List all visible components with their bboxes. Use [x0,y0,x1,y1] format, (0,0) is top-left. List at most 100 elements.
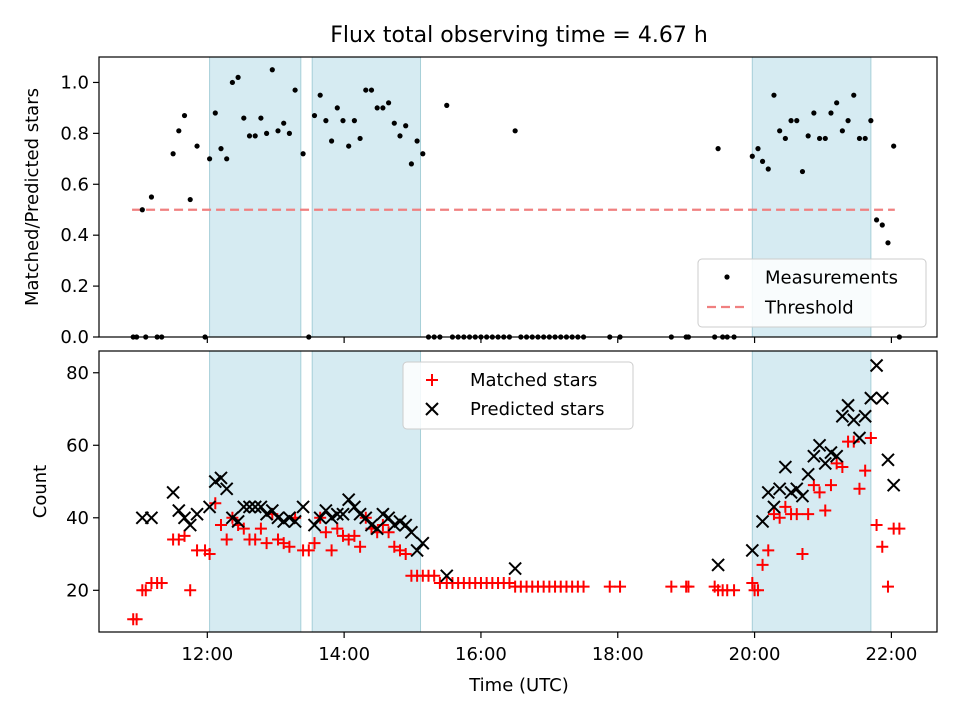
top-legend-box [697,258,927,328]
matched-point [751,584,764,597]
matched-point [836,461,849,474]
matched-point [155,577,168,590]
matched-point [308,537,321,550]
data-point [811,110,817,116]
predicted-point [265,503,280,518]
matched-point [853,482,866,495]
matched-point [881,580,894,593]
predicted-point [370,521,384,536]
data-point [246,133,253,139]
predicted-point [869,358,884,373]
matched-point [325,544,338,557]
bottom-axes-frame [98,350,938,633]
matched-point [249,533,262,546]
data-point [346,143,352,149]
data-point [794,118,800,124]
bottom-series-matched [127,432,906,626]
data-point [868,118,874,124]
predicted-point [381,511,396,525]
data-point [839,128,845,134]
x-tick-label: 16:00 [455,644,507,665]
matched-point [603,580,616,593]
matched-point [762,544,775,557]
y-tick-label: 0.4 [60,225,89,246]
matched-point [665,580,678,593]
matched-point [331,522,344,535]
data-point [759,158,766,164]
y-tick-label: 0.8 [60,123,89,144]
predicted-point [296,500,310,514]
data-point [891,143,897,149]
predicted-point [330,507,344,521]
data-point [363,87,369,93]
matched-point [178,529,191,542]
predicted-point [219,482,234,496]
predicted-point [440,569,454,583]
matched-point [283,540,296,553]
data-point [357,135,363,142]
predicted-point [801,467,815,481]
data-point [351,118,357,124]
predicted-point [248,500,262,514]
matched-point [728,584,741,597]
data-point [799,168,806,175]
data-point [444,102,450,108]
predicted-point [177,511,192,525]
predicted-point [237,500,251,514]
top-y-axis-label: Matched/Predicted stars [22,88,43,306]
predicted-point [795,489,810,503]
data-point [755,146,761,152]
y-tick-label: 40 [66,508,89,529]
data-point [334,105,340,111]
matched-point [376,519,389,532]
predicted-point [166,485,180,500]
predicted-point [183,518,197,532]
data-point [885,240,891,246]
predicted-point [508,561,522,576]
y-tick-label: 20 [66,580,89,601]
data-point [397,133,403,139]
predicted-point [202,500,217,514]
data-point [782,135,788,142]
predicted-point [307,518,322,532]
top-y-ticks: 0.0 0.2 0.4 0.6 0.8 1.0 [60,72,99,348]
data-point [385,100,392,106]
y-tick-label: 0.2 [60,276,89,297]
matched-point [348,529,361,542]
predicted-point [711,558,725,572]
predicted-point [190,507,204,521]
data-point [368,87,375,93]
bottom-series-predicted [135,358,901,583]
matched-point [214,519,227,532]
data-point [187,196,193,203]
matched-point [130,613,143,626]
data-point [374,105,380,111]
x-tick-label: 20:00 [729,644,781,665]
legend-predicted-label: Predicted stars [470,399,604,420]
data-point [380,105,386,111]
predicted-point [214,471,228,485]
matched-point [870,519,883,532]
data-point [212,110,218,116]
data-point [391,120,397,126]
data-point [224,156,230,162]
matched-point [203,548,216,561]
matched-point [260,537,273,550]
data-point [139,207,145,213]
data-point [873,217,880,223]
matched-point [139,584,152,597]
matched-point [399,548,412,561]
predicted-point [886,478,901,492]
data-point [822,135,828,142]
predicted-point [778,460,793,474]
predicted-point [818,456,832,471]
data-point [300,151,306,157]
data-point [328,138,335,144]
matched-point [824,479,837,492]
bottom-legend-box [402,361,634,430]
data-point [851,92,857,98]
matched-point [746,577,759,590]
y-tick-label: 1.0 [60,72,89,93]
data-point [241,115,247,121]
